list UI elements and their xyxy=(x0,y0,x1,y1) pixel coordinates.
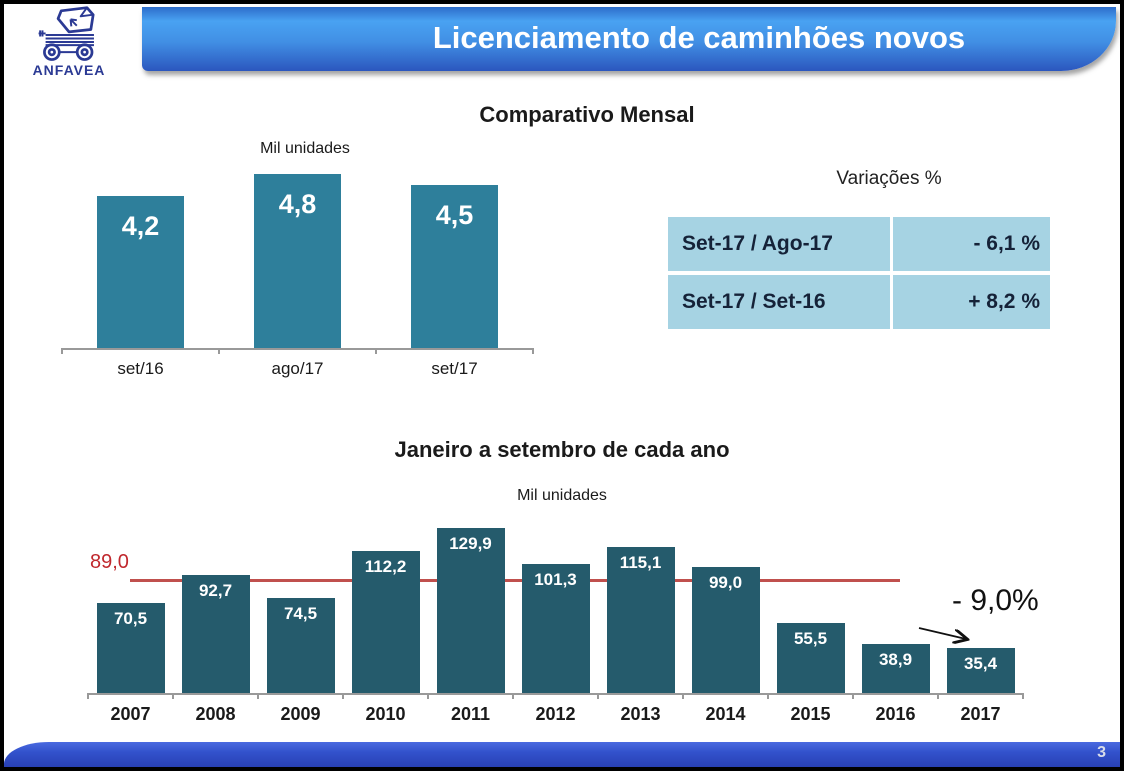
x-axis-label: set/16 xyxy=(117,359,164,378)
bar-value-label: 70,5 xyxy=(113,609,148,628)
bar-set/16: 4,2 xyxy=(97,196,184,348)
axis-tick xyxy=(342,693,344,699)
monthly-chart-unit-label: Mil unidades xyxy=(260,140,350,157)
annual-chart-plot: 89,0 - 9,0% 70,5 2007 92,7 2008 74,5 2009 112,… xyxy=(87,520,1039,724)
decline-annotation: - 9,0% xyxy=(952,584,1039,617)
bar-value-label: 55,5 xyxy=(793,629,828,648)
x-axis-label: 2009 xyxy=(280,704,321,724)
x-axis-label: 2012 xyxy=(535,704,576,724)
header-bar: Licenciamento de caminhões novos xyxy=(142,7,1116,71)
variation-row-value: + 8,2 % xyxy=(893,275,1050,329)
bar-value-label: 38,9 xyxy=(878,650,913,669)
x-axis-label: 2014 xyxy=(705,704,746,724)
variations-title: Variações % xyxy=(836,168,942,189)
bar-value-label: 4,5 xyxy=(435,200,474,230)
axis-tick xyxy=(257,693,259,699)
page-title: Licenciamento de caminhões novos xyxy=(432,20,966,55)
x-axis-label: 2011 xyxy=(450,704,491,724)
axis-tick xyxy=(532,348,534,354)
axis-tick xyxy=(852,693,854,699)
axis-tick xyxy=(218,348,220,354)
x-axis-label: 2010 xyxy=(365,704,406,724)
bar-value-label: 92,7 xyxy=(198,581,233,600)
bar-2011: 129,9 xyxy=(436,528,505,693)
x-axis-label: 2015 xyxy=(790,704,831,724)
variation-row-value: - 6,1 % xyxy=(893,217,1050,271)
bar-2007: 70,5 xyxy=(96,603,165,693)
footer-bar: 3 xyxy=(4,742,1120,767)
monthly-chart-plot: 4,2 set/16 4,8 ago/17 4,5 set/17 xyxy=(61,95,534,378)
bar-ago/17: 4,8 xyxy=(254,174,341,348)
decline-arrow-icon xyxy=(916,622,976,653)
axis-tick xyxy=(597,693,599,699)
x-axis-label: set/17 xyxy=(431,359,478,378)
axis-tick xyxy=(87,693,89,699)
bar-2008: 92,7 xyxy=(181,575,250,693)
reference-line xyxy=(130,579,900,582)
bar-value-label: 74,5 xyxy=(283,604,318,623)
logo-text: ANFAVEA xyxy=(32,62,106,78)
bar-2015: 55,5 xyxy=(776,623,845,693)
axis-tick xyxy=(172,693,174,699)
x-axis-label: 2007 xyxy=(110,704,151,724)
x-axis-label: 2016 xyxy=(875,704,916,724)
axis-tick xyxy=(1022,693,1024,699)
bar-set/17: 4,5 xyxy=(411,185,498,348)
bar-2017: 35,4 xyxy=(946,648,1015,693)
axis-tick xyxy=(61,348,63,354)
axis-tick xyxy=(375,348,377,354)
axis-tick xyxy=(682,693,684,699)
x-axis-label: 2013 xyxy=(620,704,661,724)
bar-2013: 115,1 xyxy=(606,547,675,693)
x-axis-label: 2008 xyxy=(195,704,236,724)
bar-value-label: 129,9 xyxy=(449,534,492,553)
bar-2012: 101,3 xyxy=(521,564,590,693)
bar-2014: 99,0 xyxy=(691,567,760,693)
variation-row-label: Set-17 / Set-16 xyxy=(668,275,890,329)
bar-value-label: 115,1 xyxy=(619,553,662,572)
variations-table: Set-17 / Ago-17 - 6,1 % Set-17 / Set-16 … xyxy=(668,217,1050,329)
bar-value-label: 99,0 xyxy=(708,573,743,592)
axis-tick xyxy=(937,693,939,699)
reference-line-label: 89,0 xyxy=(90,551,129,573)
variation-row-label: Set-17 / Ago-17 xyxy=(668,217,890,271)
axis-tick xyxy=(512,693,514,699)
annual-chart-title: Janeiro a setembro de cada ano xyxy=(394,437,730,462)
axis-tick xyxy=(767,693,769,699)
x-axis-label: ago/17 xyxy=(271,359,324,378)
bar-value-label: 112,2 xyxy=(364,557,407,576)
bar-value-label: 35,4 xyxy=(963,654,998,673)
axis-tick xyxy=(427,693,429,699)
annual-chart-unit-label: Mil unidades xyxy=(517,487,607,504)
bar-value-label: 4,8 xyxy=(278,189,317,219)
bar-2016: 38,9 xyxy=(861,644,930,693)
anfavea-logo: ANFAVEA xyxy=(18,6,120,80)
bar-value-label: 101,3 xyxy=(534,570,577,589)
bar-2010: 112,2 xyxy=(351,551,420,693)
monthly-chart-title: Comparativo Mensal xyxy=(479,102,695,127)
bar-value-label: 4,2 xyxy=(121,211,160,241)
bar-2009: 74,5 xyxy=(266,598,335,693)
page-number: 3 xyxy=(1097,744,1106,761)
x-axis-label: 2017 xyxy=(960,704,1001,724)
truck-icon xyxy=(38,6,95,61)
